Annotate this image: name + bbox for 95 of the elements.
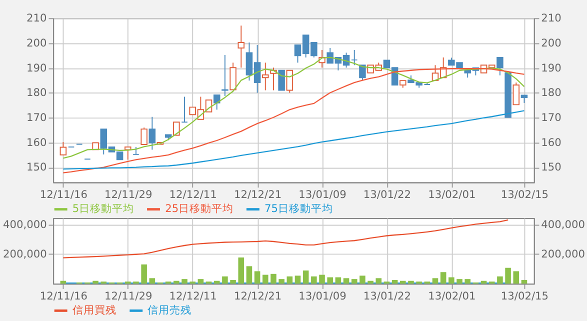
bar <box>262 274 268 284</box>
line-series <box>62 68 525 174</box>
y2-tick-label: 190 <box>541 61 562 74</box>
legend-label: 5日移動平均 <box>72 202 134 216</box>
y2-tick-label: 170 <box>541 110 562 124</box>
bar <box>448 277 454 284</box>
y2-tick-label: 400,000 <box>541 218 586 231</box>
candlestick <box>140 127 148 145</box>
bar <box>368 280 374 284</box>
bar <box>174 280 180 284</box>
bar <box>246 266 252 284</box>
bar <box>286 276 293 284</box>
y2-tick-label: 180 <box>541 86 562 100</box>
bar <box>440 272 446 284</box>
bar <box>521 280 528 284</box>
candlestick <box>60 142 67 156</box>
y2-tick-label: 200 <box>541 36 562 50</box>
y-tick-label: 400,000 <box>2 218 48 231</box>
y-tick-label: 160 <box>26 136 48 149</box>
candlestick <box>350 49 358 66</box>
y-tick-label: 190 <box>26 61 48 74</box>
y2-tick-label: 160 <box>541 136 562 149</box>
x-tick-label: 12/12/11 <box>169 290 217 303</box>
y-tick-label: 170 <box>26 110 48 124</box>
bar <box>141 264 147 284</box>
bar <box>408 280 414 284</box>
candlestick <box>496 56 504 76</box>
bar <box>464 279 470 284</box>
bar <box>327 277 333 284</box>
bar <box>319 274 325 284</box>
y2-tick-label: 150 <box>541 160 562 174</box>
legend-label: 75日移動平均 <box>264 202 334 216</box>
bar <box>92 280 98 284</box>
line-series <box>62 219 509 258</box>
line-series <box>62 110 525 170</box>
bar <box>270 274 276 284</box>
y-tick-label: 150 <box>26 160 48 174</box>
bar <box>456 279 462 284</box>
candlestick <box>181 96 188 123</box>
x-tick-label: 13/02/01 <box>428 290 476 303</box>
y2-tick-label: 200,000 <box>541 247 586 260</box>
candlestick <box>213 94 220 110</box>
y2-tick-label: 210 <box>541 12 562 25</box>
x-tick-label: 12/12/21 <box>234 188 282 202</box>
bar <box>376 278 382 284</box>
bar <box>432 278 438 284</box>
bar <box>278 279 284 284</box>
x-tick-label: 13/01/09 <box>298 188 346 202</box>
bar <box>198 279 204 284</box>
x-tick-label: 13/02/15 <box>500 188 549 202</box>
x-tick-label: 12/12/11 <box>169 188 217 202</box>
bar <box>214 280 220 284</box>
candlestick <box>230 62 236 90</box>
bar <box>505 268 511 284</box>
candlestick <box>148 116 156 150</box>
x-tick-label: 12/11/29 <box>104 188 152 202</box>
x-tick-label: 13/01/22 <box>363 188 412 202</box>
x-tick-label: 12/11/16 <box>40 290 88 303</box>
bar <box>302 270 309 284</box>
bar <box>513 271 520 284</box>
y-tick-label: 200,000 <box>2 247 48 260</box>
y-tick-label: 200 <box>26 36 48 50</box>
bar <box>400 280 406 284</box>
x-tick-label: 13/02/01 <box>428 188 476 202</box>
bar <box>238 257 244 284</box>
y-tick-label: 180 <box>26 86 48 100</box>
bar <box>392 280 398 284</box>
y-tick-label: 210 <box>26 12 48 25</box>
x-tick-label: 12/12/21 <box>234 290 282 303</box>
candlestick <box>512 82 520 106</box>
bar <box>497 276 503 284</box>
bar <box>182 279 188 284</box>
candlestick <box>238 25 245 68</box>
x-tick-label: 13/01/22 <box>363 290 412 303</box>
x-tick-label: 12/11/29 <box>104 290 152 303</box>
bar <box>149 278 156 284</box>
legend-label: 信用売残 <box>148 304 192 317</box>
x-tick-label: 13/02/15 <box>500 290 549 303</box>
bar <box>294 276 301 284</box>
candlestick <box>173 122 180 136</box>
bar <box>360 276 366 284</box>
x-tick-label: 12/11/16 <box>40 188 88 202</box>
x-tick-label: 13/01/09 <box>298 290 346 303</box>
candlestick <box>262 62 269 91</box>
bar <box>222 276 228 284</box>
bar <box>335 277 342 284</box>
candlestick <box>278 70 285 91</box>
bar <box>254 271 260 284</box>
bar <box>351 279 358 284</box>
legend-label: 25日移動平均 <box>165 202 234 216</box>
bar <box>311 276 317 284</box>
text: 信用買残 <box>72 304 116 317</box>
bar <box>230 280 236 284</box>
bar <box>343 278 350 284</box>
candlestick <box>359 64 366 82</box>
